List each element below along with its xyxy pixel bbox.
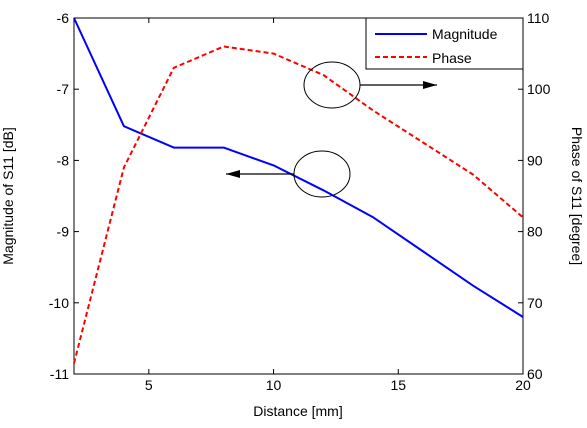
- y-left-tick-label: -9: [57, 224, 70, 240]
- y-left-tick-label: -11: [50, 366, 69, 382]
- legend-magnitude-label: Magnitude: [432, 26, 498, 42]
- y-left-tick-label: -7: [57, 81, 70, 97]
- x-tick-label: 10: [266, 377, 282, 393]
- y-right-tick-label: 60: [527, 366, 543, 382]
- y-left-tick-label: -6: [57, 10, 70, 26]
- y-right-tick-label: 90: [527, 152, 543, 168]
- y-axis-right-label: Phase of S11 [degree]: [569, 127, 585, 265]
- annotation-arrow-phase-head: [423, 81, 437, 89]
- ticks-layer: 5 10 15 20 -11 -10 -9 -8 -7 -6 60 70 80 90 100 110: [49, 10, 551, 393]
- series-line-phase: [73, 45, 524, 364]
- legend-box: [365, 17, 524, 70]
- y-right-tick-label: 110: [527, 10, 550, 26]
- annotation-layer: [226, 61, 437, 198]
- series-line-magnitude: [73, 17, 524, 318]
- legend: Magnitude Phase: [365, 17, 524, 70]
- x-axis-label: Distance [mm]: [253, 403, 342, 419]
- y-right-tick-label: 80: [527, 224, 543, 240]
- x-tick-label: 20: [515, 377, 531, 393]
- series-layer: [73, 17, 524, 364]
- annotation-arrow-magnitude-head: [226, 170, 240, 178]
- y-left-tick-label: -8: [57, 152, 70, 168]
- y-right-tick-label: 100: [527, 81, 551, 97]
- y-right-tick-label: 70: [527, 295, 543, 311]
- plot-area: [73, 17, 524, 375]
- y-left-tick-label: -10: [49, 295, 69, 311]
- x-tick-label: 5: [145, 377, 153, 393]
- y-axis-left-label: Magnitude of S11 [dB]: [0, 127, 16, 265]
- legend-phase-label: Phase: [432, 50, 472, 66]
- x-tick-label: 15: [390, 377, 406, 393]
